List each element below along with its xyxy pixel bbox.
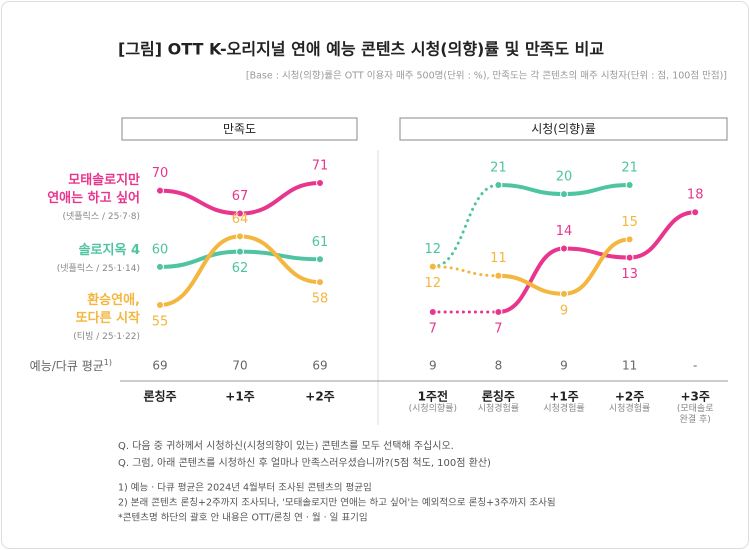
x-tick-label: 론칭주 bbox=[143, 389, 176, 404]
point bbox=[156, 262, 164, 271]
panel-header bbox=[399, 117, 728, 141]
x-tick-label: 론칭주 bbox=[482, 389, 515, 404]
panel-header bbox=[121, 117, 358, 141]
average-value: - bbox=[693, 359, 697, 373]
chart-subtitle: [Base : 시청(의향)률은 OTT 이용자 매주 500명(단위 : %)… bbox=[246, 70, 727, 82]
series-name: 솔로지옥 4 bbox=[78, 243, 140, 258]
panel-title: 시청(의향)률 bbox=[531, 122, 596, 136]
x-tick-label: +2주 bbox=[305, 390, 334, 404]
point bbox=[156, 186, 164, 195]
x-tick-label: +1주 bbox=[549, 390, 578, 404]
value-label: 9 bbox=[560, 303, 568, 318]
point bbox=[625, 253, 634, 262]
question: Q. 다음 중 귀하께서 시청하신(시청의향이 있는) 콘텐츠를 모두 선택해 … bbox=[118, 439, 454, 452]
x-tick-label: +1주 bbox=[225, 390, 254, 404]
category-note: (시청의향률) bbox=[408, 404, 458, 414]
series-name: 모태솔로지만 연애는 하고 싶어 bbox=[47, 173, 140, 206]
average-value: 9 bbox=[560, 359, 568, 373]
footnote: 2) 본래 콘텐츠 론칭+2주까지 조사되나, '모태솔로지만 연애는 하고 싶… bbox=[118, 497, 556, 509]
point bbox=[236, 209, 244, 218]
x-tick-label: +2주 bbox=[615, 390, 644, 404]
value-label: 60 bbox=[152, 242, 169, 257]
value-label: 21 bbox=[621, 161, 638, 176]
value-label: 7 bbox=[494, 322, 502, 337]
value-label: 14 bbox=[556, 224, 573, 239]
category-note: 시청경험률 bbox=[477, 404, 520, 414]
value-label: 61 bbox=[312, 235, 329, 250]
average-value: 11 bbox=[622, 359, 637, 373]
point bbox=[625, 235, 634, 244]
panel-title: 만족도 bbox=[223, 122, 256, 136]
value-label: 70 bbox=[152, 166, 169, 181]
series-name: 환승연애, 또다른 시작 bbox=[75, 293, 140, 326]
x-tick-label: +3주 bbox=[680, 390, 709, 404]
value-label: 64 bbox=[232, 212, 249, 227]
chart-title: [그림] OTT K-오리지널 연애 예능 콘텐츠 시청(의향)률 및 만족도 … bbox=[118, 40, 604, 59]
dotted-line bbox=[431, 183, 500, 269]
series-meta: (넷플릭스 / 25·7·8) bbox=[62, 212, 140, 222]
average-label: 예능/다큐 평균1) bbox=[29, 358, 112, 373]
value-label: 12 bbox=[425, 242, 442, 257]
value-label: 55 bbox=[152, 315, 169, 330]
value-label: 21 bbox=[490, 161, 507, 176]
point bbox=[494, 308, 503, 316]
point bbox=[156, 301, 164, 309]
note-ref: 1) bbox=[103, 358, 112, 367]
value-label: 15 bbox=[621, 215, 638, 230]
x-tick-label: 1주전 bbox=[418, 389, 448, 404]
value-label: 58 bbox=[312, 292, 329, 307]
value-label: 62 bbox=[232, 261, 249, 276]
footnote: 1) 예능 · 다큐 평균은 2024년 4월부터 조사된 콘텐츠의 평균임 bbox=[118, 482, 372, 494]
value-label: 13 bbox=[621, 267, 638, 282]
point bbox=[691, 208, 700, 217]
value-label: 11 bbox=[490, 251, 507, 266]
category-note: 시청경험률 bbox=[543, 404, 585, 414]
point bbox=[316, 278, 324, 287]
point bbox=[560, 289, 568, 298]
series-meta: (넷플릭스 / 25·1·14) bbox=[56, 264, 140, 274]
question: Q. 그럼, 아래 콘텐츠를 시청하신 후 얼마나 만족스러우셨습니까?(5점 … bbox=[118, 456, 491, 469]
series-meta: (티빙 / 25·1·22) bbox=[73, 332, 140, 342]
point bbox=[494, 181, 503, 189]
point bbox=[236, 232, 244, 241]
category-note: 시청경험률 bbox=[608, 404, 651, 414]
point bbox=[316, 179, 324, 187]
average-value: 9 bbox=[429, 359, 437, 373]
point bbox=[428, 262, 437, 271]
value-label: 18 bbox=[687, 188, 704, 203]
average-value: 8 bbox=[495, 359, 503, 373]
point bbox=[236, 247, 244, 256]
point bbox=[560, 244, 568, 253]
average-value: 70 bbox=[232, 359, 247, 373]
value-label: 12 bbox=[425, 276, 442, 291]
point bbox=[428, 308, 437, 316]
category-note: (모태솔로 완결 후) bbox=[676, 404, 714, 425]
value-label: 7 bbox=[429, 322, 437, 337]
point bbox=[316, 255, 324, 264]
average-value: 69 bbox=[312, 359, 327, 373]
point bbox=[560, 190, 568, 199]
footnote: *콘텐츠명 하단의 괄호 안 내용은 OTT/론칭 연 · 월 · 일 표기임 bbox=[118, 512, 368, 524]
point bbox=[494, 271, 503, 280]
value-label: 67 bbox=[232, 189, 249, 204]
value-label: 71 bbox=[312, 159, 329, 174]
average-value: 69 bbox=[152, 359, 167, 373]
value-label: 20 bbox=[556, 170, 573, 185]
point bbox=[625, 181, 634, 189]
